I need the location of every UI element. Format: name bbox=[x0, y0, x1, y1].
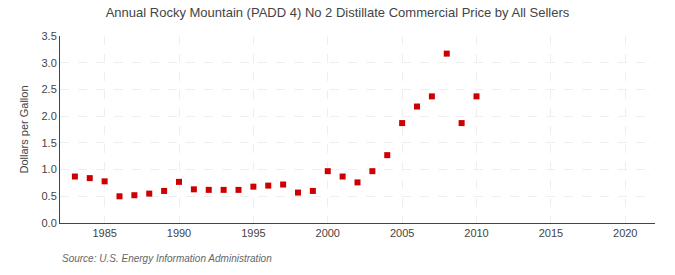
svg-text:2005: 2005 bbox=[390, 227, 414, 239]
svg-text:0.5: 0.5 bbox=[42, 190, 57, 202]
svg-text:2010: 2010 bbox=[464, 227, 488, 239]
svg-text:1995: 1995 bbox=[241, 227, 265, 239]
svg-text:1.5: 1.5 bbox=[42, 137, 57, 149]
svg-text:3.0: 3.0 bbox=[42, 57, 57, 69]
svg-text:1.0: 1.0 bbox=[42, 163, 57, 175]
svg-text:1985: 1985 bbox=[92, 227, 116, 239]
svg-text:2000: 2000 bbox=[316, 227, 340, 239]
svg-text:2.0: 2.0 bbox=[42, 110, 57, 122]
svg-text:Annual Rocky Mountain (PADD 4): Annual Rocky Mountain (PADD 4) No 2 Dist… bbox=[106, 5, 570, 20]
svg-text:Dollars per Gallon: Dollars per Gallon bbox=[18, 85, 30, 173]
svg-text:Source: U.S. Energy Informatio: Source: U.S. Energy Information Administ… bbox=[62, 253, 272, 264]
svg-text:2015: 2015 bbox=[539, 227, 563, 239]
svg-text:3.5: 3.5 bbox=[42, 30, 57, 42]
svg-text:0.0: 0.0 bbox=[42, 217, 57, 229]
svg-text:2020: 2020 bbox=[613, 227, 637, 239]
svg-text:2.5: 2.5 bbox=[42, 83, 57, 95]
svg-text:1990: 1990 bbox=[167, 227, 191, 239]
